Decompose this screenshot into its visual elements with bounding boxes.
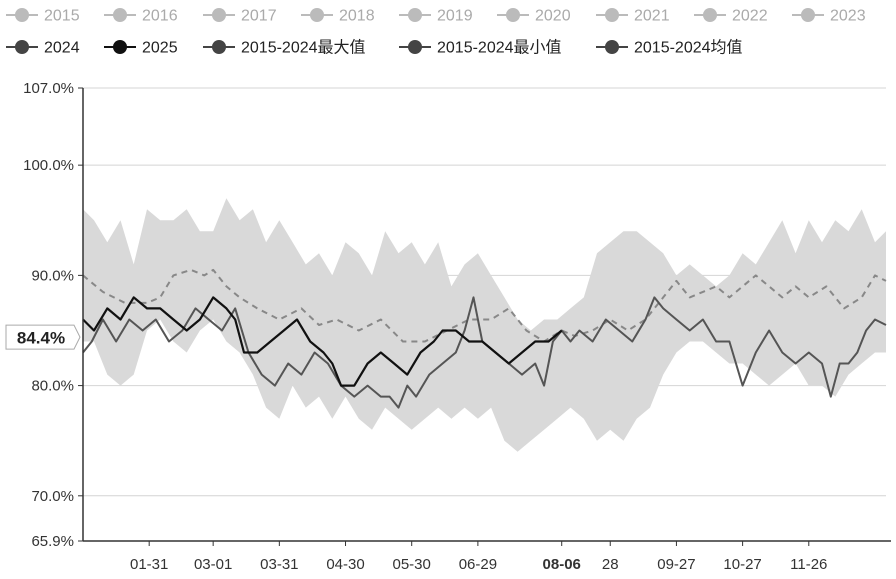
legend-label: 2015-2024最小值 [437,39,562,57]
legend-item[interactable]: 2022 [694,8,768,25]
x-tick-label: 01-31 [130,556,168,573]
y-tick-label: 107.0% [23,80,74,97]
legend-item[interactable]: 2015-2024最小值 [399,39,562,57]
series-lines [82,268,887,409]
legend-swatch-dot [113,8,127,22]
legend-swatch-dot [310,8,324,22]
y-tick-label: 70.0% [31,488,74,505]
x-axis-ticks: 01-31 03-01 03-31 04-30 05-30 06-29 08-06 28 09-… [130,541,827,573]
legend-label: 2019 [437,8,473,25]
legend-swatch-dot [15,40,29,54]
x-tick-label: 04-30 [326,556,364,573]
x-tick-label: 09-27 [657,556,695,573]
legend-swatch-dot [408,40,422,54]
legend-label: 2022 [732,8,768,25]
x-tick-label: 05-30 [393,556,431,573]
x-tick-label: 06-29 [459,556,497,573]
band-area [83,198,886,452]
legend-label: 2016 [142,8,178,25]
x-tick-label: 28 [602,556,619,573]
legend-item[interactable]: 2016 [104,8,178,25]
legend-label: 2017 [241,8,277,25]
x-tick-label: 03-01 [194,556,232,573]
legend-swatch-dot [506,8,520,22]
legend-swatch-dot [113,40,127,54]
y-marker-box [5,324,81,350]
legend-item[interactable]: 2024 [6,40,80,57]
y-tick-label: 90.0% [31,267,74,284]
series-2025-line [82,296,563,387]
x-tick-label: 03-31 [260,556,298,573]
legend-swatch-dot [703,8,717,22]
y-axis-ticks: 107.0% 100.0% 90.0% 80.0% 70.0% 65.9% [23,80,83,550]
legend-item[interactable]: 2015-2024均值 [596,39,743,57]
legend-label: 2015-2024均值 [634,39,743,57]
series-mean-line [82,268,887,343]
x-tick-label: 10-27 [723,556,761,573]
legend-swatch-dot [801,8,815,22]
legend-item[interactable]: 2020 [497,8,571,25]
legend-swatch-dot [605,8,619,22]
legend-item[interactable]: 2018 [301,8,375,25]
legend-swatch-dot [605,40,619,54]
legend-label: 2024 [44,40,80,57]
legend: 2015 2016 2017 2018 2019 2020 2021 2022 2023 2024… [6,8,866,57]
legend-item[interactable]: 2023 [792,8,866,25]
x-tick-label: 11-26 [790,556,827,573]
legend-item[interactable]: 2019 [399,8,473,25]
y-tick-label: 80.0% [31,378,74,395]
legend-item[interactable]: 2015 [6,8,80,25]
x-tick-label-highlight: 08-06 [543,556,581,573]
legend-label: 2021 [634,8,670,25]
legend-item[interactable]: 2025 [104,40,178,57]
legend-label: 2020 [535,8,571,25]
y-value-marker: 84.4% [5,324,81,350]
y-marker-label: 84.4% [17,329,65,348]
legend-swatch-dot [408,8,422,22]
axes [82,88,891,542]
y-tick-label: 100.0% [23,157,74,174]
legend-label: 2018 [339,8,375,25]
min-max-band [83,198,886,452]
legend-swatch-dot [15,8,29,22]
y-tick-label: 65.9% [31,533,74,550]
legend-item[interactable]: 2015-2024最大值 [203,39,366,57]
legend-swatch-dot [212,40,226,54]
legend-item[interactable]: 2021 [596,8,670,25]
legend-label: 2015-2024最大值 [241,39,366,57]
legend-label: 2023 [830,8,866,25]
legend-swatch-dot [212,8,226,22]
legend-label: 2025 [142,40,178,57]
legend-item[interactable]: 2017 [203,8,277,25]
legend-label: 2015 [44,8,80,25]
